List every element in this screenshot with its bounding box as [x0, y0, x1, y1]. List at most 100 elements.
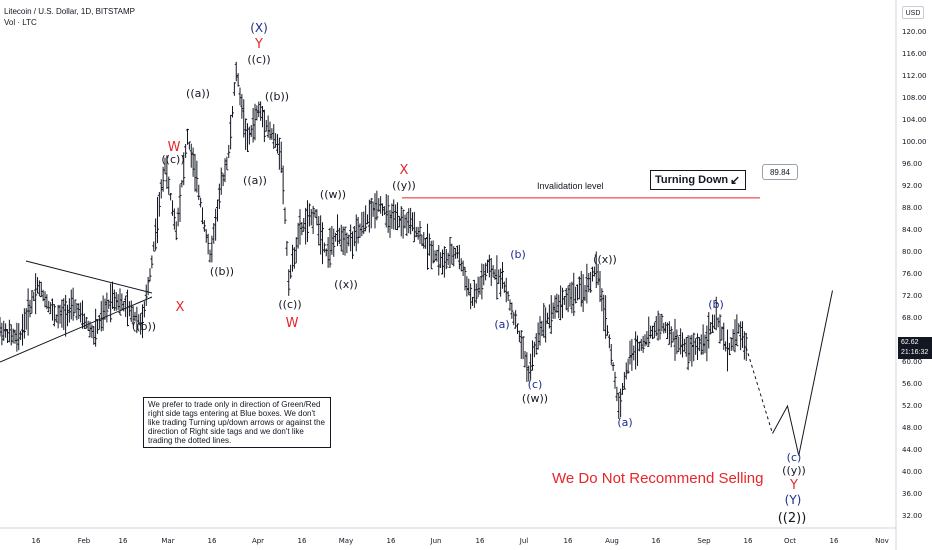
- ohlc-bar: [97, 315, 101, 330]
- ohlc-bar: [60, 299, 64, 328]
- ohlc-bar: [418, 220, 422, 245]
- ohlc-bar: [630, 338, 634, 371]
- ohlc-bar: [246, 123, 249, 153]
- ohlc-bar: [480, 263, 484, 300]
- ohlc-bar: [506, 291, 510, 301]
- currency-button[interactable]: USD: [902, 6, 924, 19]
- wave-label: (a): [494, 318, 509, 331]
- ohlc-bar: [461, 260, 465, 276]
- ohlc-bar: [332, 228, 336, 257]
- ohlc-bar: [690, 334, 694, 367]
- wave-label: ((2)): [778, 511, 807, 526]
- ohlc-bar: [450, 243, 454, 265]
- ohlc-bar: [647, 316, 651, 347]
- price-tick-label: 108.00: [902, 94, 927, 102]
- ohlc-bar: [287, 269, 291, 296]
- wave-label: ((y)): [782, 464, 806, 477]
- ohlc-bar: [118, 288, 122, 316]
- ohlc-bar: [654, 315, 658, 337]
- ohlc-bar: [231, 105, 234, 118]
- ohlc-bar: [307, 203, 311, 227]
- price-tick-label: 60.00: [902, 358, 922, 366]
- time-tick-label: 16: [32, 537, 41, 545]
- ohlc-bar: [54, 314, 58, 323]
- ohlc-bar: [727, 342, 731, 356]
- price-tick-label: 52.00: [902, 402, 922, 410]
- ohlc-bar: [735, 314, 739, 347]
- ohlc-bar: [551, 302, 555, 319]
- ohlc-bar: [677, 336, 681, 353]
- ohlc-bar: [94, 308, 98, 347]
- ohlc-bar: [67, 298, 71, 323]
- ohlc-bar: [577, 276, 581, 300]
- wave-label: ((y)): [392, 179, 416, 192]
- ohlc-bar: [216, 199, 219, 222]
- ohlc-bar: [711, 314, 714, 333]
- time-tick-label: Apr: [252, 537, 264, 545]
- ohlc-bar: [553, 295, 557, 319]
- price-tick-label: 84.00: [902, 226, 922, 234]
- ohlc-bar: [495, 255, 499, 300]
- ohlc-bar: [649, 325, 653, 339]
- volume-indicator[interactable]: Vol · LTC: [4, 18, 37, 27]
- last-price-value: 62.62: [901, 339, 919, 346]
- ohlc-bar: [277, 137, 281, 170]
- ohlc-bar: [487, 254, 491, 278]
- ohlc-bar: [71, 287, 75, 321]
- ohlc-bar: [549, 295, 553, 334]
- ohlc-bar: [409, 207, 413, 235]
- ohlc-bar: [504, 277, 508, 303]
- ohlc-bar: [64, 294, 68, 337]
- ohlc-bar: [626, 358, 630, 374]
- ohlc-bar: [401, 209, 405, 239]
- ohlc-bar: [300, 222, 304, 236]
- price-tick-label: 40.00: [902, 468, 922, 476]
- ohlc-bar: [544, 307, 548, 343]
- ohlc-bar: [399, 206, 403, 237]
- bar-countdown: 21:16:32: [901, 349, 929, 356]
- ohlc-bar: [283, 207, 287, 224]
- ohlc-bar: [129, 300, 133, 322]
- ohlc-bar: [705, 325, 709, 362]
- ohlc-bar: [405, 212, 409, 237]
- ohlc-bar: [574, 286, 578, 304]
- ohlc-bar: [322, 242, 326, 253]
- ohlc-bar: [189, 143, 193, 168]
- ohlc-bar: [682, 338, 686, 352]
- ohlc-bar: [557, 294, 561, 319]
- wave-label: ((b)): [132, 320, 156, 333]
- ohlc-bar: [568, 282, 572, 307]
- ohlc-bar: [692, 332, 696, 362]
- price-tick-label: 92.00: [902, 182, 922, 190]
- wave-label: ((w)): [320, 188, 346, 201]
- ohlc-bar: [208, 249, 212, 263]
- ohlc-bar: [441, 249, 444, 275]
- ohlc-bar: [658, 315, 662, 340]
- ohlc-bar: [139, 313, 143, 335]
- ohlc-bar: [701, 324, 705, 355]
- ohlc-bar: [531, 340, 534, 371]
- symbol-title[interactable]: Litecoin / U.S. Dollar, 1D, BITSTAMP: [4, 7, 136, 16]
- ohlc-bar: [101, 295, 105, 331]
- ohlc-bar: [360, 212, 364, 237]
- ohlc-bar: [124, 295, 128, 317]
- ohlc-bar: [562, 296, 566, 305]
- ohlc-bar: [28, 299, 32, 318]
- ohlc-bar: [73, 299, 77, 314]
- price-axis[interactable]: 32.00 36.00 40.00 44.00 48.00 52.00 56.00 60.00…: [902, 28, 927, 520]
- wave-label: X: [176, 300, 185, 315]
- ohlc-bar: [157, 192, 161, 217]
- ohlc-bar: [337, 227, 341, 245]
- ohlc-bar: [289, 264, 293, 279]
- ohlc-bar: [259, 101, 263, 121]
- wave-label: ((c)): [278, 298, 301, 311]
- ohlc-bar: [22, 308, 26, 339]
- ohlc-bar: [204, 229, 208, 243]
- ohlc-bar: [184, 144, 188, 158]
- time-axis[interactable]: 16 Feb 16 Mar 16 Apr 16 May 16 Jun 16 Jul 16 Aug 16 Sep…: [32, 537, 889, 545]
- time-tick-label: 16: [564, 537, 573, 545]
- ohlc-bar: [112, 289, 116, 311]
- ohlc-bar: [486, 259, 489, 273]
- turning-down-label: Turning Down: [655, 174, 729, 186]
